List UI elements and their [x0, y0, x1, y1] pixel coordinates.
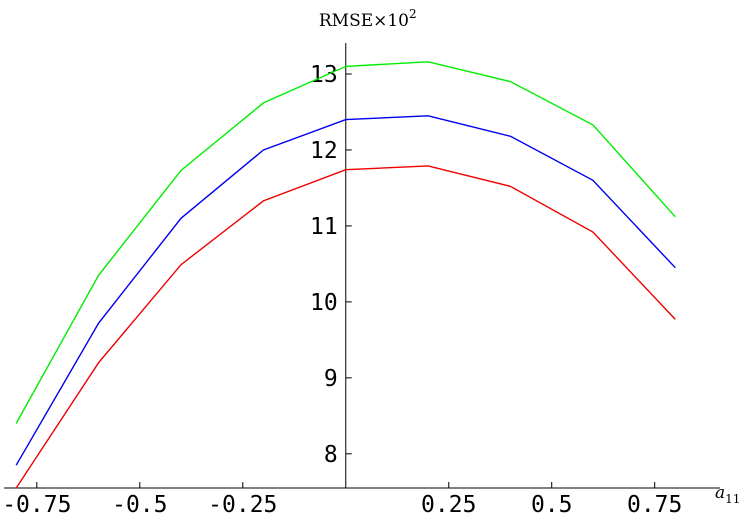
x-tick-label: 0.25	[421, 492, 476, 518]
x-axis: -0.75 -0.5 -0.25 0.25 0.5 0.75	[2, 482, 720, 518]
x-tick-label: 0.5	[531, 492, 573, 518]
series-line-3	[15, 165, 676, 489]
y-tick-label: 8	[324, 442, 338, 468]
chart-title-superscript: 2	[409, 7, 417, 21]
x-tick-label: 0.75	[627, 492, 682, 518]
x-tick-label: -0.25	[208, 492, 277, 518]
y-tick-label: 12	[310, 138, 338, 164]
y-tick-label: 10	[310, 290, 338, 316]
y-tick-label: 9	[324, 366, 338, 392]
x-axis-title-subscript: 11	[725, 492, 740, 506]
x-tick-label: -0.5	[112, 492, 167, 518]
chart-title: RMSE×102	[319, 7, 417, 31]
series-line-1	[15, 61, 676, 424]
y-tick-label: 13	[310, 62, 338, 88]
chart-title-main: RMSE×10	[319, 11, 409, 31]
y-axis: 8 9 10 11 12 13	[310, 43, 352, 488]
x-axis-title: a11	[715, 483, 740, 506]
x-axis-title-main: a	[715, 483, 725, 503]
series-line-2	[15, 115, 676, 466]
series-lines	[15, 61, 676, 489]
y-tick-label: 11	[310, 214, 338, 240]
x-tick-label: -0.75	[2, 492, 71, 518]
